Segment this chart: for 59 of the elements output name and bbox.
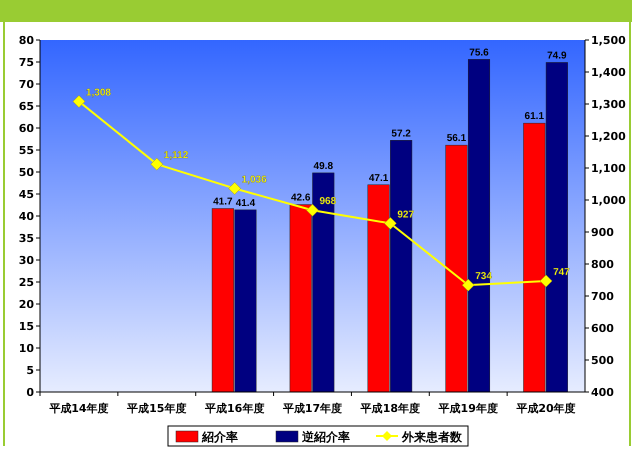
y-tick-label: 50 [18, 166, 34, 179]
x-tick-label: 平成14年度 [48, 402, 109, 415]
data-label: 47.1 [368, 172, 389, 184]
y-tick-label: 80 [18, 34, 34, 47]
x-tick-label: 平成17年度 [282, 402, 342, 415]
y-tick-label: 45 [18, 188, 34, 201]
y-tick-label: 70 [18, 78, 34, 91]
y-tick-label: 60 [18, 122, 34, 135]
point [228, 182, 241, 195]
data-label: 74.9 [547, 50, 568, 62]
point [540, 274, 552, 288]
x-tick-label: 平成20年度 [515, 402, 576, 415]
y-tick-label: 10 [18, 342, 34, 355]
y-tick-label: 15 [18, 320, 34, 333]
x-tick-label: 平成18年度 [360, 402, 420, 415]
point [384, 217, 397, 230]
y2-tick-label: 1,000 [591, 194, 626, 207]
point [72, 95, 86, 108]
point [306, 204, 319, 216]
y-tick-label: 65 [18, 100, 34, 113]
y-tick-label: 0 [26, 386, 34, 399]
y-tick-label: 35 [18, 232, 34, 245]
y2-tick-label: 700 [591, 290, 614, 303]
data-label: 49.8 [314, 160, 334, 172]
y2-tick-label: 1,300 [591, 98, 626, 111]
data-label: 41.4 [236, 198, 256, 209]
point [462, 278, 474, 292]
data-label: 56.1 [446, 133, 467, 144]
x-tick-label: 平成19年度 [438, 402, 498, 415]
y-tick-label: 5 [26, 364, 34, 377]
y-tick-label: 40 [18, 210, 34, 223]
x-tick-label: 平成15年度 [126, 402, 186, 415]
y2-tick-label: 1,100 [591, 162, 626, 175]
y-tick-label: 30 [18, 254, 34, 267]
y2-tick-label: 1,400 [591, 66, 626, 79]
y2-tick-label: 500 [591, 354, 614, 367]
y2-tick-label: 900 [591, 226, 614, 239]
data-label: 1,308 [86, 87, 112, 98]
y2-tick-label: 600 [591, 322, 614, 335]
data-label: 1,112 [164, 150, 189, 162]
data-label: 61.1 [524, 111, 544, 122]
y-tick-label: 25 [18, 276, 34, 289]
data-label: 42.6 [290, 192, 311, 204]
legend-label: 紹介率 [201, 430, 238, 444]
point [150, 158, 164, 170]
legend-label: 逆紹介率 [301, 430, 350, 444]
y-tick-label: 55 [18, 144, 34, 157]
y2-tick-label: 800 [591, 258, 614, 271]
data-label: 57.2 [391, 128, 412, 140]
y2-tick-label: 400 [591, 386, 614, 399]
y2-tick-label: 1,200 [591, 130, 626, 143]
y-tick-label: 20 [18, 298, 34, 311]
data-label: 1,036 [242, 174, 268, 186]
y-tick-label: 75 [18, 56, 34, 69]
data-label: 75.6 [469, 47, 490, 58]
data-label: 41.7 [213, 196, 234, 208]
x-tick-label: 平成16年度 [204, 402, 264, 415]
y2-tick-label: 1,500 [591, 34, 626, 47]
legend-label: 外来患者数 [401, 430, 463, 444]
